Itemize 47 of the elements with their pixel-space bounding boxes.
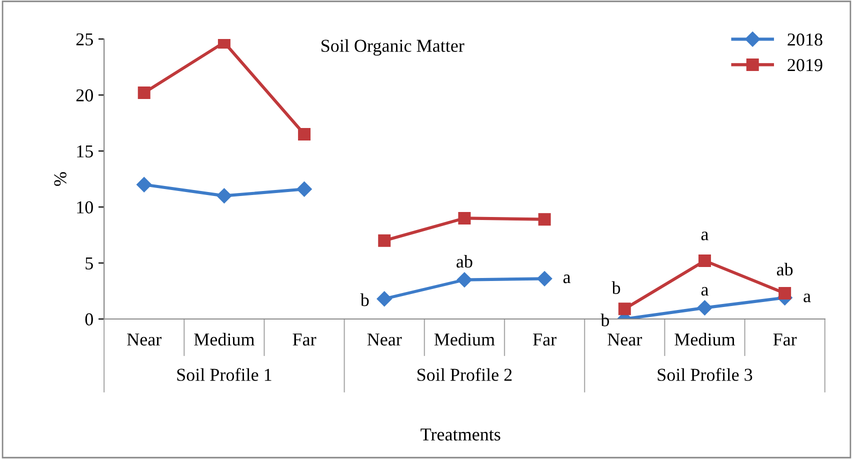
- chart-title: Soil Organic Matter: [322, 39, 464, 56]
- data-label: a: [701, 287, 708, 296]
- data-label: b: [360, 293, 369, 306]
- x-tick-label: Far: [533, 334, 556, 346]
- data-label: a: [701, 232, 708, 240]
- point: [378, 234, 391, 247]
- x-tick-label: Near: [608, 334, 642, 346]
- x-tick-label: Medium: [434, 332, 495, 346]
- data-label: a: [563, 274, 571, 284]
- point: [698, 254, 711, 268]
- legend-label: 2018: [788, 34, 822, 46]
- y-tick-label: 15: [77, 145, 93, 158]
- x-axis-title: Treatments: [420, 428, 500, 441]
- point: [138, 86, 150, 100]
- data-label: ab: [456, 254, 472, 268]
- point: [538, 213, 551, 226]
- point: [697, 300, 712, 316]
- x-tick-label: Near: [127, 334, 162, 346]
- data-label: ab: [776, 262, 793, 276]
- x-tick-label: Far: [292, 334, 316, 346]
- y-tick-label: 10: [77, 201, 93, 214]
- point: [618, 302, 631, 316]
- y-tick-label: 0: [85, 313, 93, 326]
- x-tick-label: Far: [773, 334, 797, 346]
- data-label: b: [612, 281, 620, 294]
- text: Soil Profile 2: [418, 368, 512, 381]
- point: [216, 188, 232, 204]
- point: [778, 286, 792, 300]
- y-tick-label: 5: [86, 257, 93, 270]
- point: [376, 291, 392, 306]
- point: [536, 271, 552, 286]
- legend-label: 2019: [788, 59, 822, 72]
- point: [458, 212, 471, 224]
- text: Soil Profile 1: [177, 368, 272, 381]
- data-label: a: [804, 294, 811, 302]
- x-tick-label: Medium: [194, 332, 255, 346]
- x-tick-label: Medium: [674, 332, 736, 346]
- point: [296, 182, 312, 197]
- point: [298, 128, 311, 140]
- x-tick-label: Near: [367, 334, 402, 346]
- text: Soil Profile 3: [658, 368, 752, 381]
- point: [456, 272, 472, 288]
- y-tick-label: 20: [76, 89, 93, 102]
- y-axis-title: %: [54, 172, 66, 186]
- point: [136, 177, 152, 192]
- y-tick-label: 25: [76, 33, 93, 46]
- data-label: b: [600, 314, 610, 326]
